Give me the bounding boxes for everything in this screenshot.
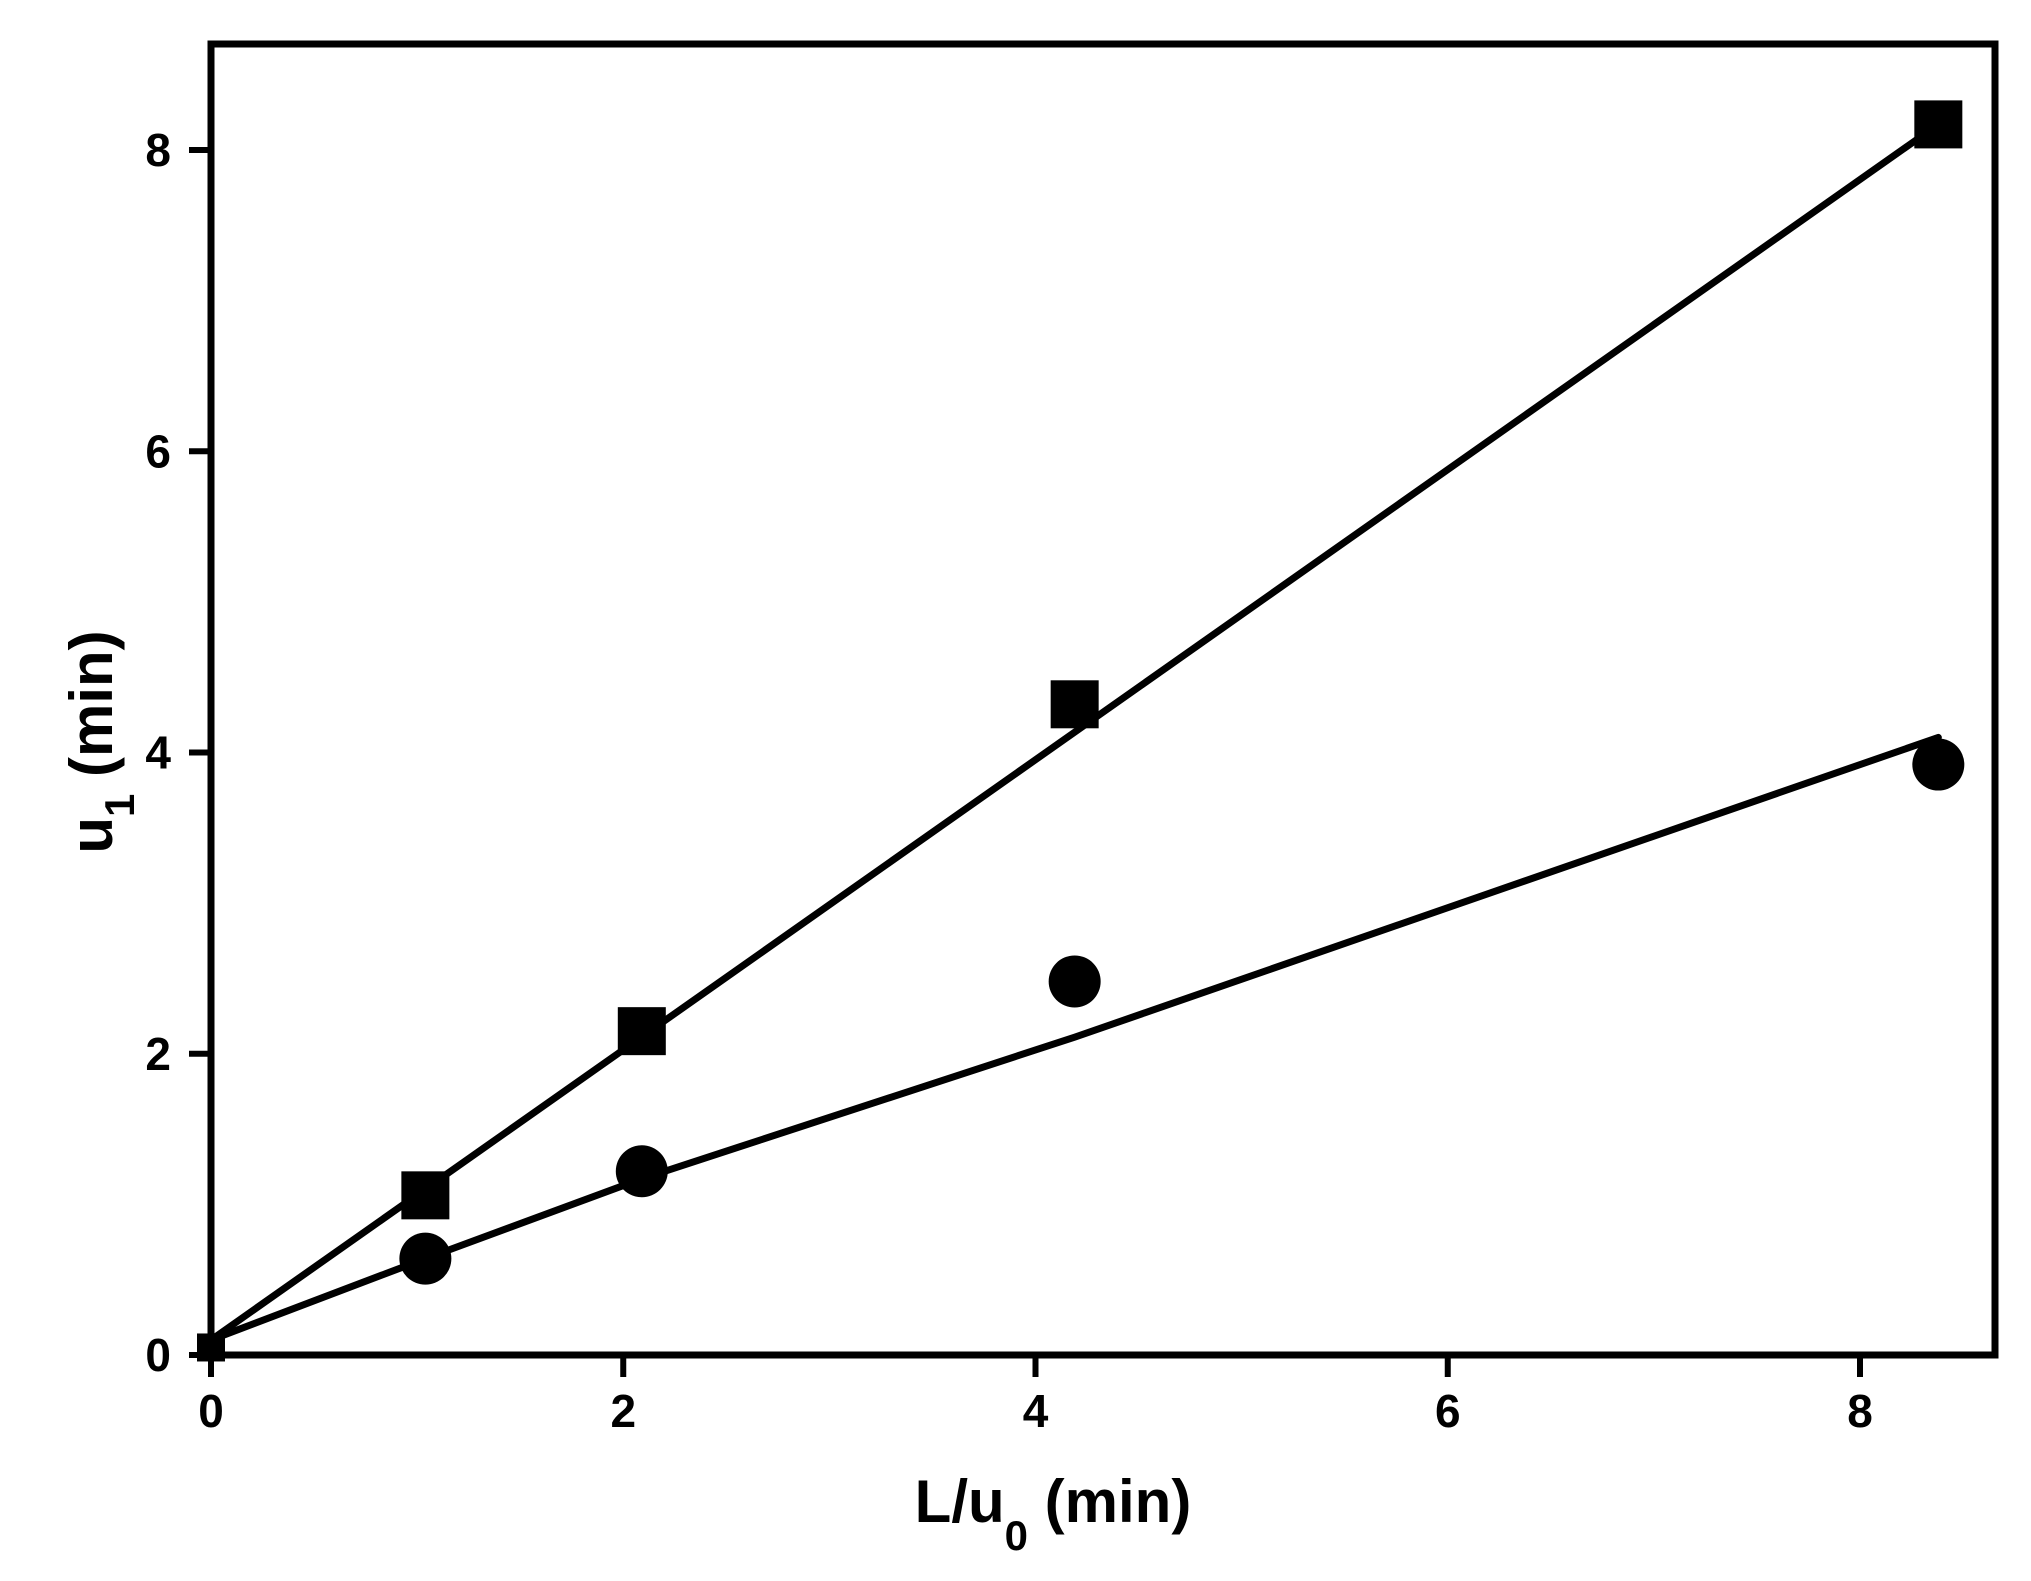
data-point-circle	[1048, 955, 1101, 1008]
data-point-square	[401, 1171, 450, 1220]
data-point-circle	[615, 1145, 668, 1198]
series-layer	[197, 100, 1965, 1362]
x-axis-title-sub: 0	[1005, 1512, 1028, 1559]
y-axis-title-unit: (min)	[58, 630, 125, 793]
y-tick-label: 0	[145, 1329, 171, 1381]
data-point-circle	[197, 1333, 225, 1362]
y-tick-label: 4	[145, 727, 171, 779]
data-point-circle	[399, 1232, 452, 1285]
data-point-square	[617, 1007, 666, 1056]
fit-line	[207, 120, 1942, 1344]
x-tick-label: 6	[1435, 1385, 1461, 1437]
x-axis-ticks: 0 2 4 6 8	[198, 1355, 1873, 1437]
data-point-square	[1050, 680, 1099, 729]
y-tick-label: 6	[145, 425, 171, 477]
y-axis-title-main: u	[58, 817, 125, 854]
fit-line	[207, 733, 1942, 1344]
y-tick-label: 8	[145, 124, 171, 176]
x-axis-title: L/u0 (min)	[915, 1468, 1192, 1559]
x-axis-title-unit: (min)	[1028, 1468, 1191, 1535]
x-tick-label: 4	[1023, 1385, 1049, 1437]
x-axis-title-main: L/u	[915, 1468, 1005, 1535]
series-1-square	[197, 100, 1963, 1362]
y-axis-title: u1 (min)	[58, 630, 143, 853]
plot-frame-group	[207, 40, 1999, 1359]
x-tick-label: 8	[1847, 1385, 1873, 1437]
x-tick-label: 0	[198, 1385, 224, 1437]
data-point-circle	[1912, 738, 1965, 791]
series-2-circle	[197, 733, 1965, 1362]
x-tick-label: 2	[610, 1385, 636, 1437]
plot-frame	[207, 40, 1999, 1359]
data-point-square	[1914, 100, 1963, 149]
y-axis-title-sub: 1	[96, 794, 143, 817]
y-tick-label: 2	[145, 1028, 171, 1080]
y-axis-ticks: 0 2 4 6 8	[145, 124, 211, 1381]
